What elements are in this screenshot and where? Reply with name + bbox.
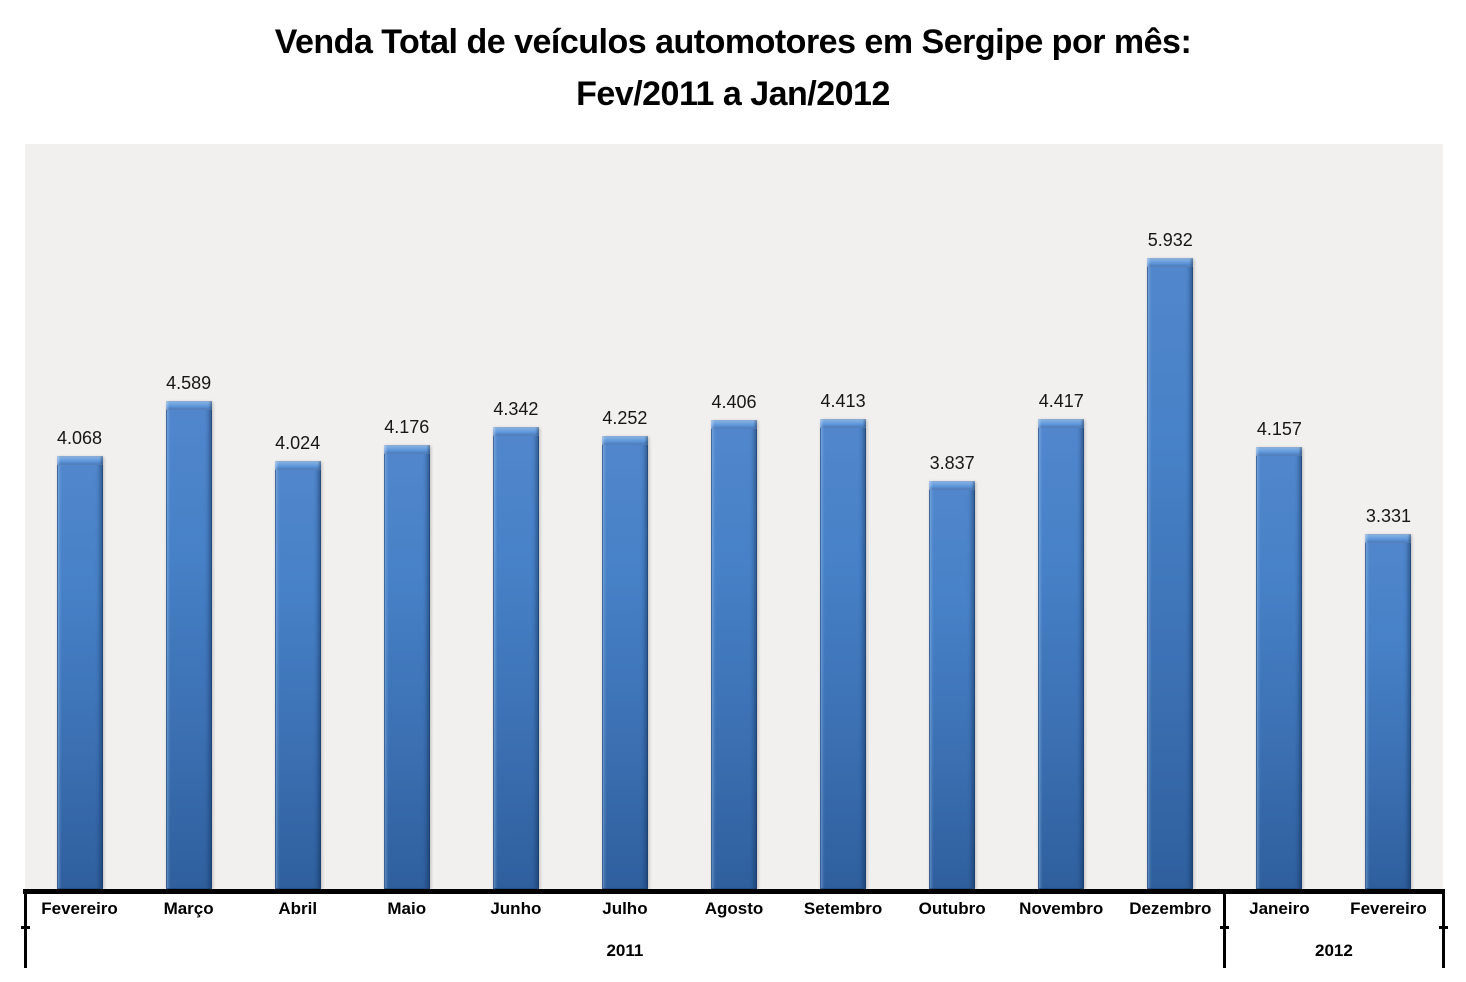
bar-outubro-8: 3.837 [929,453,976,889]
bar-value-label: 3.837 [929,453,975,473]
bar-value-label: 5.932 [1147,230,1193,250]
bar-agosto-6: 4.406 [711,392,757,889]
category-label-3: Maio [387,899,427,918]
bar-value-label: 4.024 [275,433,321,453]
bar-value-label: 4.406 [711,392,757,412]
category-label-7: Setembro [803,899,883,918]
bar-value-label: 4.068 [57,428,103,448]
bar-fevereiro-12: 3.331 [1365,506,1412,889]
year-group-labels: 2011 2012 [25,941,1443,971]
bar-julho-5: 4.252 [601,408,648,889]
bar-fevereiro-0: 4.068 [56,428,103,889]
bar-value-label: 4.342 [493,399,539,419]
category-label-4: Junho [490,899,542,918]
category-label-6: Agosto [704,899,764,918]
category-label-8: Outubro [918,899,986,918]
bar-janeiro-11: 4.157 [1256,419,1303,889]
chart-title: Venda Total de veículos automotores em S… [0,16,1466,120]
bar-março-1: 4.589 [165,373,212,889]
bar-junho-4: 4.342 [492,399,539,889]
axis-group-tick-1 [1220,926,1230,929]
year-label-2012: 2012 [1315,941,1353,960]
category-label-9: Novembro [1019,899,1104,918]
axis-group-tick-0 [20,926,30,929]
category-label-2: Abril [278,899,318,918]
category-axis-labels: Fevereiro Março Abril Maio Junho Julho Agosto S… [25,899,1443,929]
chart-title-line2: Fev/2011 a Jan/2012 [576,75,890,113]
category-label-0: Fevereiro [41,899,118,918]
plot-area: 4.068 4.589 4.024 4.176 4.342 4.252 4.406 4.413… [25,144,1443,889]
bar-setembro-7: 4.413 [820,391,867,889]
bar-value-label: 4.176 [384,417,430,437]
bar-value-label: 4.413 [820,391,866,411]
bar-maio-3: 4.176 [383,417,430,889]
bar-value-label: 4.589 [166,373,212,393]
bar-value-label: 4.252 [602,408,648,428]
bar-value-label: 4.417 [1038,391,1084,411]
axis-group-tick-2 [1438,926,1448,929]
category-label-11: Janeiro [1249,899,1310,918]
category-label-1: Março [163,899,214,918]
category-label-10: Dezembro [1129,899,1212,918]
category-label-12: Fevereiro [1350,899,1427,918]
bar-novembro-9: 4.417 [1038,391,1085,889]
chart-title-line1: Venda Total de veículos automotores em S… [274,23,1192,61]
x-axis-line [23,889,1444,894]
category-label-5: Julho [602,899,648,918]
year-label-2011: 2011 [606,941,644,960]
bar-value-label: 4.157 [1256,419,1302,439]
bar-dezembro-10: 5.932 [1147,230,1194,889]
bar-abril-2: 4.024 [274,433,321,889]
bar-value-label: 3.331 [1365,506,1411,526]
